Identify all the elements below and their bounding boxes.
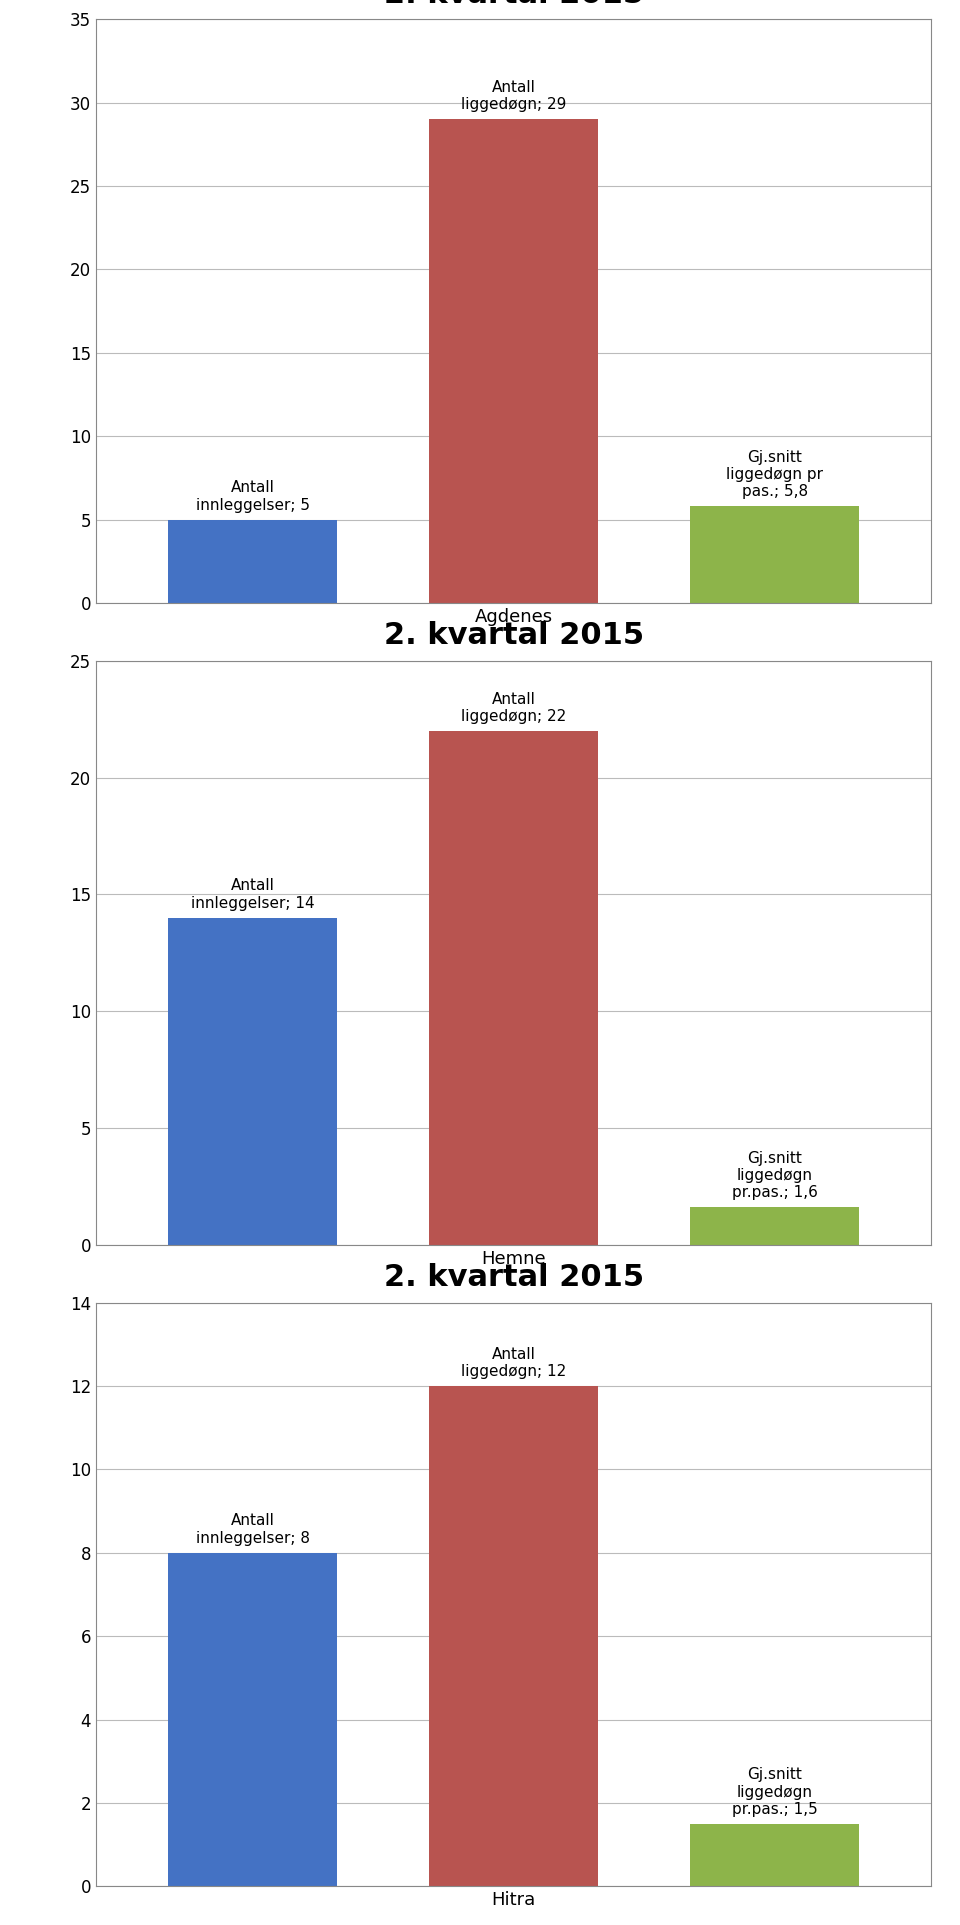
Text: Antall
liggedøgn; 29: Antall liggedøgn; 29 [461,81,566,112]
Bar [429,1386,598,1886]
Title: 2. kvartal 2015: 2. kvartal 2015 [384,0,643,8]
Text: Gj.snitt
liggedøgn
pr.pas.; 1,6: Gj.snitt liggedøgn pr.pas.; 1,6 [732,1151,818,1201]
Text: Antall
innleggelser; 14: Antall innleggelser; 14 [191,878,315,911]
Bar [168,918,337,1245]
Bar [168,1553,337,1886]
Bar [429,732,598,1245]
Bar [429,119,598,603]
Bar [690,1207,859,1245]
Text: Antall
liggedøgn; 12: Antall liggedøgn; 12 [461,1348,566,1378]
Title: 2. kvartal 2015: 2. kvartal 2015 [384,1263,643,1292]
Text: Gj.snitt
liggedøgn pr
pas.; 5,8: Gj.snitt liggedøgn pr pas.; 5,8 [726,450,823,499]
Title: 2. kvartal 2015: 2. kvartal 2015 [384,622,643,651]
Text: Antall
innleggelser; 5: Antall innleggelser; 5 [196,481,309,512]
Text: Antall
liggedøgn; 22: Antall liggedøgn; 22 [461,691,566,724]
Text: Antall
innleggelser; 8: Antall innleggelser; 8 [196,1513,309,1546]
Text: Gj.snitt
liggedøgn
pr.pas.; 1,5: Gj.snitt liggedøgn pr.pas.; 1,5 [732,1767,818,1817]
Bar [168,520,337,603]
Bar [690,1823,859,1886]
Bar [690,506,859,603]
